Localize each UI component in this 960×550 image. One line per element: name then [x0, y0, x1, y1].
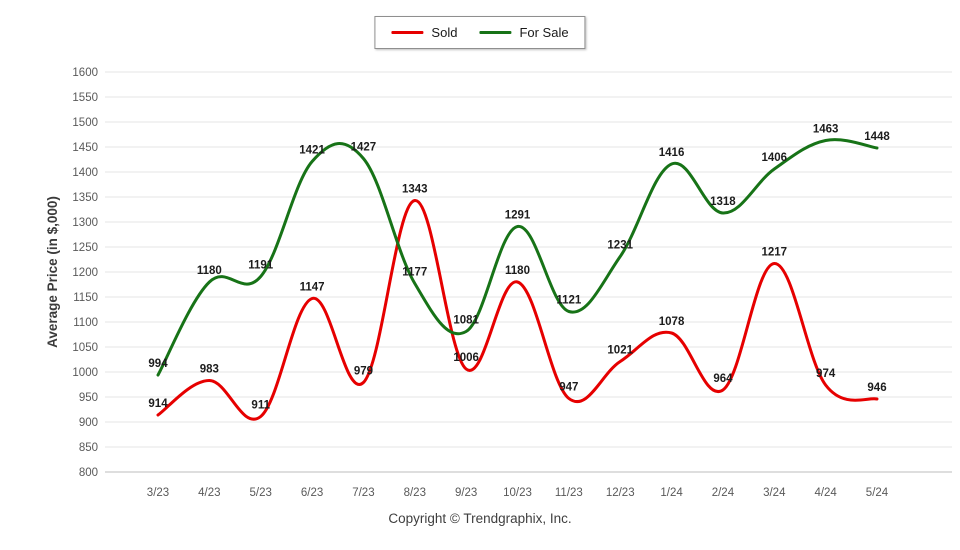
data-label: 1318 [710, 196, 736, 208]
data-label: 1343 [402, 184, 428, 196]
data-label: 1006 [453, 352, 479, 364]
y-tick-label: 1450 [72, 142, 98, 154]
x-tick-label: 11/23 [555, 487, 583, 499]
data-label: 974 [816, 368, 836, 380]
y-tick-label: 1600 [72, 67, 98, 79]
x-tick-label: 6/23 [301, 487, 323, 499]
data-label: 1177 [402, 267, 427, 279]
data-label: 1191 [248, 260, 274, 272]
x-tick-label: 3/24 [763, 487, 786, 499]
legend-item-sold: Sold [391, 25, 457, 40]
x-tick-label: 1/24 [660, 487, 683, 499]
data-label: 911 [251, 400, 270, 412]
data-label: 1421 [299, 145, 325, 157]
legend-label: Sold [431, 25, 458, 40]
x-tick-label: 3/23 [147, 487, 169, 499]
y-tick-label: 1300 [72, 217, 98, 229]
x-tick-label: 10/23 [503, 487, 532, 499]
y-tick-label: 1400 [72, 167, 98, 179]
series-line-sold [156, 199, 879, 421]
data-label: 1448 [864, 131, 890, 143]
data-label: 946 [867, 382, 886, 394]
data-label: 1147 [300, 282, 325, 294]
x-tick-label: 8/23 [404, 487, 426, 499]
x-tick-label: 7/23 [352, 487, 374, 499]
data-label: 1463 [813, 124, 839, 136]
x-tick-label: 12/23 [606, 487, 635, 499]
y-tick-label: 1250 [72, 242, 98, 254]
y-tick-label: 1150 [73, 292, 98, 304]
data-label: 1021 [607, 345, 633, 357]
data-label: 914 [148, 398, 168, 410]
x-tick-label: 5/23 [250, 487, 272, 499]
y-tick-label: 1050 [72, 342, 98, 354]
x-tick-label: 4/23 [198, 487, 220, 499]
y-tick-label: 1550 [72, 92, 98, 104]
copyright-text: Copyright © Trendgraphix, Inc. [388, 511, 572, 526]
y-tick-label: 1350 [72, 192, 98, 204]
data-label: 983 [200, 364, 219, 376]
data-label: 947 [559, 382, 578, 394]
data-label: 964 [713, 373, 733, 385]
legend-label: For Sale [519, 25, 569, 40]
x-axis-tick-labels: 3/23 4/23 5/23 6/23 7/23 8/23 9/23 10/23 11/23 12… [147, 487, 889, 499]
data-label: 1231 [607, 240, 633, 252]
y-tick-label: 950 [79, 392, 98, 404]
data-label: 994 [148, 358, 168, 370]
data-label: 1180 [505, 265, 530, 277]
data-label: 1416 [659, 147, 685, 159]
x-tick-label: 4/24 [814, 487, 837, 499]
y-tick-label: 1200 [72, 267, 98, 279]
data-label: 1427 [351, 142, 377, 154]
x-tick-label: 9/23 [455, 487, 477, 499]
data-label: 1180 [197, 265, 222, 277]
data-label: 979 [354, 366, 373, 378]
y-tick-label: 1500 [72, 117, 98, 129]
y-axis-tick-labels: 800 850 900 950 1000 1050 1100 1150 1200 1250 1300… [72, 67, 98, 479]
y-axis-title: Average Price (in $,000) [45, 196, 60, 348]
data-label: 1121 [556, 295, 582, 307]
y-tick-label: 850 [79, 442, 98, 454]
legend-line-swatch [391, 31, 424, 34]
y-tick-label: 900 [79, 417, 98, 429]
data-label: 1217 [761, 247, 787, 259]
legend-item-for-sale: For Sale [479, 25, 569, 40]
series-lines [156, 138, 879, 421]
y-tick-label: 800 [79, 467, 98, 479]
y-tick-label: 1000 [72, 367, 98, 379]
x-tick-label: 2/24 [712, 487, 735, 499]
chart-legend: Sold For Sale [374, 16, 586, 49]
series-line-for-sale [156, 138, 879, 377]
data-label: 1291 [505, 210, 531, 222]
data-labels: 914 983 911 1147 979 1343 1006 1180 947 1021 1078 9… [148, 124, 890, 412]
data-label: 1081 [453, 315, 479, 327]
y-tick-label: 1100 [73, 317, 98, 329]
legend-line-swatch [479, 31, 512, 34]
data-label: 1406 [761, 152, 787, 164]
x-tick-label: 5/24 [866, 487, 889, 499]
data-label: 1078 [659, 316, 685, 328]
